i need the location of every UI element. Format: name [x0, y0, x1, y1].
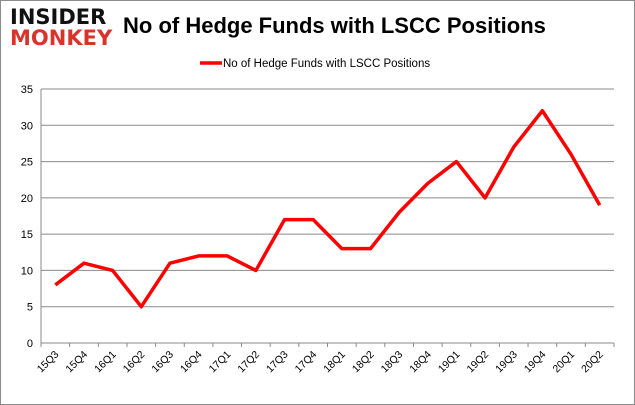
y-tick-label: 5 [27, 302, 33, 314]
x-tick-label: 19Q1 [436, 349, 463, 376]
y-tick-label: 25 [21, 157, 33, 169]
x-tick-label: 19Q2 [465, 349, 492, 376]
x-tick-label: 17Q1 [207, 349, 234, 376]
x-tick-label: 19Q4 [522, 349, 549, 376]
x-tick-label: 20Q1 [550, 349, 577, 376]
x-tick-label: 15Q4 [63, 349, 90, 376]
x-tick-label: 17Q4 [293, 349, 320, 376]
y-tick-label: 10 [21, 265, 33, 277]
x-tick-label: 17Q3 [264, 349, 291, 376]
chart-title: No of Hedge Funds with LSCC Positions [123, 13, 546, 38]
x-tick-label: 18Q1 [321, 349, 348, 376]
x-tick-label: 16Q3 [149, 349, 176, 376]
x-tick-label: 18Q2 [350, 349, 377, 376]
x-tick-label: 17Q2 [235, 349, 262, 376]
insider-monkey-logo: INSIDER MONKEY [10, 7, 112, 49]
logo-line1: INSIDER [10, 5, 107, 29]
x-tick-label: 20Q2 [579, 349, 606, 376]
y-tick-label: 30 [21, 120, 33, 132]
x-tick-label: 16Q4 [178, 349, 205, 376]
y-tick-label: 35 [21, 84, 33, 96]
x-tick-label: 15Q3 [35, 349, 62, 376]
legend-label: No of Hedge Funds with LSCC Positions [223, 58, 430, 70]
series-line [54, 109, 602, 309]
x-tick-label: 19Q3 [493, 349, 520, 376]
x-tick-label: 18Q4 [407, 349, 434, 376]
x-tick-label: 18Q3 [379, 349, 406, 376]
x-tick-label: 16Q2 [121, 349, 148, 376]
y-tick-label: 0 [27, 338, 33, 350]
logo-line2: MONKEY [10, 26, 113, 50]
x-tick-label: 16Q1 [92, 349, 119, 376]
y-tick-label: 15 [21, 229, 33, 241]
y-tick-label: 20 [21, 193, 33, 205]
